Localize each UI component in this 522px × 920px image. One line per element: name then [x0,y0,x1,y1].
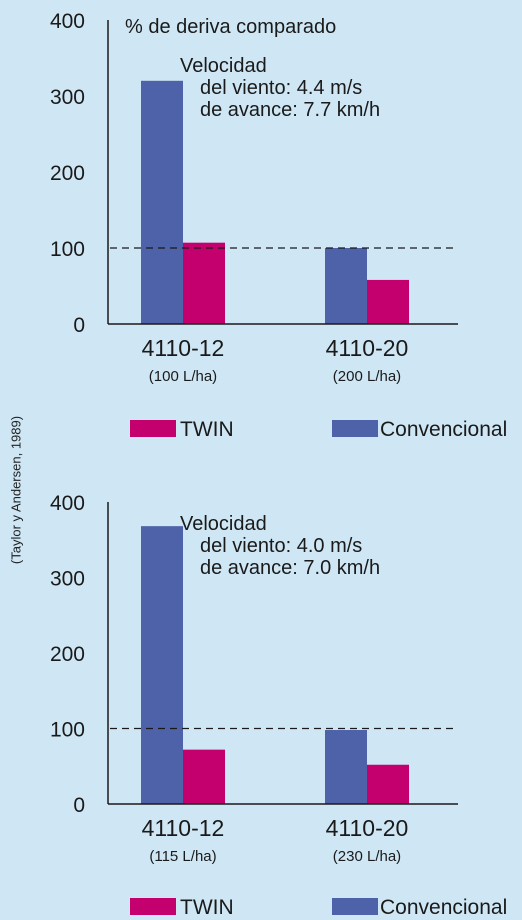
legend-swatch-twin [130,420,176,437]
y-tick-label: 100 [50,719,85,742]
legend-swatch-twin [130,898,176,915]
y-tick-label: 300 [50,568,85,591]
annotation-line: de avance: 7.7 km/h [200,99,380,121]
bar-twin-4110-12 [183,749,225,804]
y-tick-label: 100 [50,238,85,261]
x-tick-label: 4110-12 [142,335,225,361]
y-tick-label: 200 [50,643,85,666]
chart-title: % de deriva comparado [125,16,336,38]
annotation-line: de avance: 7.0 km/h [200,557,380,579]
y-tick-label: 400 [50,492,85,515]
legend-swatch-convencional [332,420,378,437]
legend-swatch-convencional [332,898,378,915]
bar-twin-4110-20 [367,279,409,324]
annotation-line: del viento: 4.4 m/s [200,77,362,99]
x-tick-sublabel: (200 L/ha) [333,368,401,385]
x-tick-sublabel: (115 L/ha) [149,848,216,865]
x-tick-sublabel: (100 L/ha) [149,368,217,385]
legend-label: TWIN [180,418,234,441]
legend-label: TWIN [180,896,234,919]
bar-convencional-4110-12 [141,80,183,324]
annotation-line: Velocidad [180,513,267,535]
x-tick-label: 4110-12 [142,815,225,841]
y-tick-label: 400 [50,10,85,33]
bar-convencional-4110-12 [141,526,183,804]
x-tick-label: 4110-20 [326,335,409,361]
bar-twin-4110-20 [367,764,409,804]
y-tick-label: 0 [73,314,85,337]
y-tick-label: 200 [50,162,85,185]
legend-label: Convencional [380,418,507,441]
legend-label: Convencional [380,896,507,919]
x-tick-label: 4110-20 [326,815,409,841]
bar-convencional-4110-20 [325,248,367,324]
bar-twin-4110-12 [183,242,225,324]
x-tick-sublabel: (230 L/ha) [333,848,401,865]
bar-convencional-4110-20 [325,730,367,804]
y-tick-label: 300 [50,86,85,109]
y-tick-label: 0 [73,794,85,817]
annotation-line: Velocidad [180,55,267,77]
annotation-line: del viento: 4.0 m/s [200,535,362,557]
